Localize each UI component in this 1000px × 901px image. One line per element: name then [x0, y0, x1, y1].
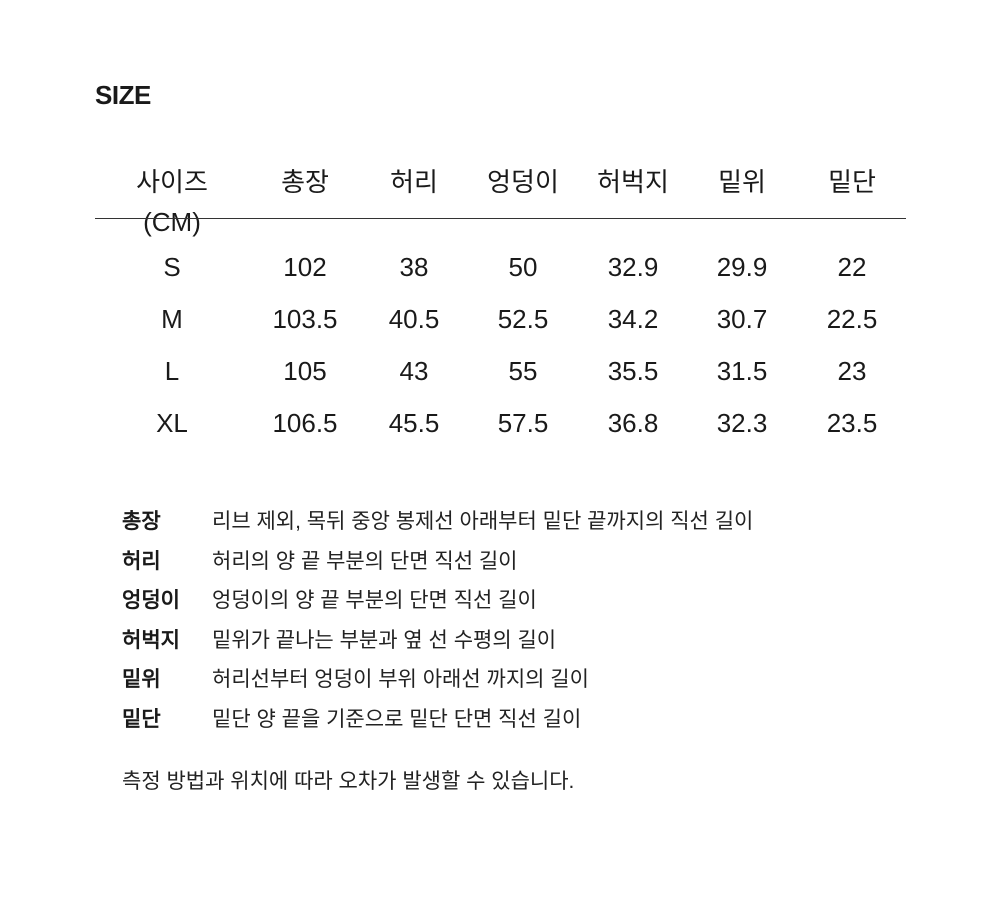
table-cell: L: [164, 356, 180, 386]
column-header: 밑단: [828, 167, 876, 197]
definition-term: 엉덩이: [122, 589, 180, 612]
measurement-note: 측정 방법과 위치에 따라 오차가 발생할 수 있습니다.: [122, 770, 575, 793]
column-header: 허리: [390, 167, 438, 197]
table-cell: 31.5: [716, 356, 768, 386]
table-cell: 29.9: [716, 252, 768, 282]
table-cell: 50: [508, 252, 538, 282]
table-cell: 106.5: [272, 408, 338, 438]
table-cell: 23.5: [826, 408, 878, 438]
definition-item: 허벅지 밑위가 끝나는 부분과 옆 선 수평의 길이: [122, 625, 753, 665]
definition-desc: 밑위가 끝나는 부분과 옆 선 수평의 길이: [212, 628, 557, 652]
definition-desc: 밑단 양 끝을 기준으로 밑단 단면 직선 길이: [212, 707, 582, 731]
table-cell: M: [161, 304, 183, 334]
table-cell: 30.7: [716, 304, 768, 334]
definition-term: 밑단: [122, 707, 161, 731]
column-header: 총장: [281, 167, 329, 197]
table-row: S 102 38 50 32.9 29.9 22: [0, 247, 1000, 287]
table-row: XL 106.5 45.5 57.5 36.8 32.3 23.5: [0, 403, 1000, 443]
table-cell: 36.8: [607, 408, 659, 438]
definition-desc: 리브 제외, 목뒤 중앙 봉제선 아래부터 밑단 끝까지의 직선 길이: [212, 510, 754, 533]
table-cell: 22.5: [826, 304, 878, 334]
table-cell: 38: [399, 252, 429, 282]
definition-item: 허리 허리의 양 끝 부분의 단면 직선 길이: [122, 546, 753, 586]
table-cell: 105: [283, 356, 327, 386]
table-cell: XL: [156, 408, 188, 438]
table-cell: S: [163, 252, 181, 282]
table-cell: 23: [837, 356, 867, 386]
table-cell: 57.5: [497, 408, 549, 438]
definition-desc: 허리선부터 엉덩이 부위 아래선 까지의 길이: [212, 668, 589, 691]
table-cell: 45.5: [388, 408, 440, 438]
table-cell: 35.5: [607, 356, 659, 386]
table-header-row: 사이즈(CM) 총장 허리 엉덩이 허벅지 밑위 밑단: [0, 162, 1000, 237]
column-header: 밑위: [718, 167, 766, 197]
column-header: 허벅지: [597, 167, 669, 197]
definition-term: 허벅지: [122, 628, 180, 652]
table-cell: 34.2: [607, 304, 659, 334]
definition-term: 총장: [122, 510, 161, 533]
header-divider: [95, 218, 906, 219]
definition-desc: 허리의 양 끝 부분의 단면 직선 길이: [212, 549, 518, 573]
definition-term: 밑위: [122, 668, 161, 691]
table-row: M 103.5 40.5 52.5 34.2 30.7 22.5: [0, 299, 1000, 339]
column-header: 사이즈(CM): [136, 167, 208, 237]
table-cell: 43: [399, 356, 429, 386]
definition-item: 밑단 밑단 양 끝을 기준으로 밑단 단면 직선 길이: [122, 704, 753, 744]
table-cell: 102: [283, 252, 327, 282]
definition-item: 총장 리브 제외, 목뒤 중앙 봉제선 아래부터 밑단 끝까지의 직선 길이: [122, 506, 753, 546]
column-header: 엉덩이: [487, 167, 559, 197]
table-cell: 32.3: [716, 408, 768, 438]
definition-term: 허리: [122, 549, 161, 573]
section-title: SIZE: [95, 80, 151, 110]
definition-item: 밑위 허리선부터 엉덩이 부위 아래선 까지의 길이: [122, 664, 753, 704]
table-cell: 55: [508, 356, 538, 386]
table-cell: 32.9: [607, 252, 659, 282]
definition-item: 엉덩이 엉덩이의 양 끝 부분의 단면 직선 길이: [122, 585, 753, 625]
table-row: L 105 43 55 35.5 31.5 23: [0, 351, 1000, 391]
table-cell: 103.5: [272, 304, 338, 334]
definition-desc: 엉덩이의 양 끝 부분의 단면 직선 길이: [212, 589, 537, 612]
definitions-list: 총장 리브 제외, 목뒤 중앙 봉제선 아래부터 밑단 끝까지의 직선 길이 허리…: [122, 506, 753, 743]
table-cell: 22: [837, 252, 867, 282]
table-cell: 40.5: [388, 304, 440, 334]
table-cell: 52.5: [497, 304, 549, 334]
